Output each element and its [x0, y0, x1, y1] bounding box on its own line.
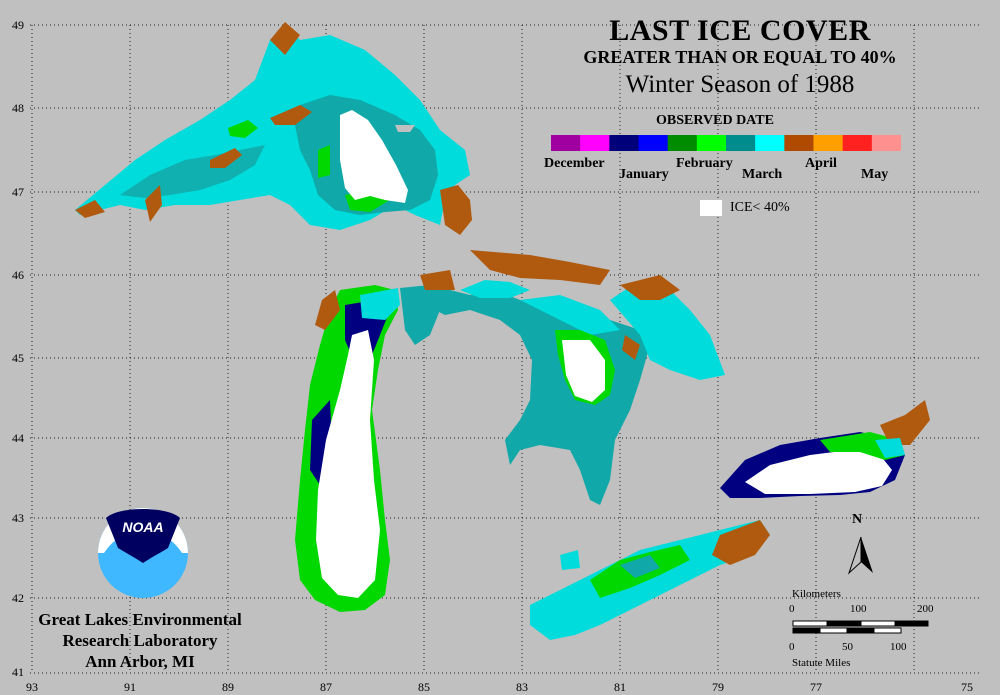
scale-km-label: Kilometers — [792, 588, 841, 600]
lab-location: Ann Arbor, MI — [85, 652, 195, 671]
lat-label-46: 46 — [12, 268, 24, 282]
title-block: LAST ICE COVER GREATER THAN OR EQUAL TO … — [540, 14, 940, 100]
scale-km-tick-0: 0 — [789, 603, 795, 615]
scale-bar — [792, 620, 929, 634]
scale-km-tick-100: 100 — [850, 603, 867, 615]
lat-label-48: 48 — [12, 101, 24, 115]
legend-color-bar — [551, 135, 901, 151]
season-label: Winter Season of 1988 — [625, 71, 855, 98]
lat-label-44: 44 — [12, 431, 24, 445]
noaa-logo — [98, 508, 188, 598]
legend-swatch — [667, 135, 698, 151]
scale-mi-label: Statute Miles — [792, 657, 851, 669]
lon-label-77: 77 — [810, 680, 822, 694]
legend-month-february: February — [676, 156, 733, 171]
ice-lt-40-swatch — [700, 200, 722, 216]
legend-month-january: January — [619, 167, 669, 182]
legend-swatch — [726, 135, 756, 151]
lon-label-91: 91 — [124, 680, 136, 694]
lat-label-42: 42 — [12, 591, 24, 605]
legend-swatch — [551, 135, 581, 151]
lake-ontario — [720, 400, 930, 498]
map-title: LAST ICE COVER — [609, 14, 871, 47]
lake-superior — [75, 22, 472, 235]
lon-label-87: 87 — [320, 680, 332, 694]
lab-credit: Great Lakes Environmental Research Labor… — [10, 609, 270, 672]
lon-label-89: 89 — [222, 680, 234, 694]
lab-name-line1: Great Lakes Environmental — [38, 610, 242, 629]
legend-swatch — [580, 135, 610, 151]
lon-label-79: 79 — [712, 680, 724, 694]
lon-label-75: 75 — [961, 680, 973, 694]
legend-month-december: December — [544, 156, 605, 171]
legend-swatch — [755, 135, 785, 151]
legend-swatch — [842, 135, 873, 151]
legend-swatch — [813, 135, 844, 151]
north-arrow — [847, 536, 873, 575]
legend-title: OBSERVED DATE — [656, 113, 774, 128]
legend-swatch — [638, 135, 669, 151]
lat-label-45: 45 — [12, 351, 24, 365]
scale-mi-tick-50: 50 — [842, 641, 853, 653]
lake-huron — [400, 250, 725, 505]
noaa-logo-text: NOAA — [122, 519, 164, 535]
lake-erie — [530, 520, 770, 640]
lon-label-85: 85 — [418, 680, 430, 694]
lon-label-83: 83 — [516, 680, 528, 694]
lat-label-49: 49 — [12, 18, 24, 32]
lab-name-line2: Research Laboratory — [62, 631, 218, 650]
legend-swatch — [696, 135, 727, 151]
lon-label-93: 93 — [26, 680, 38, 694]
legend-swatch — [609, 135, 639, 151]
legend-month-april: April — [805, 156, 837, 171]
scale-km-tick-200: 200 — [917, 603, 934, 615]
legend-swatch — [784, 135, 814, 151]
legend-month-march: March — [742, 167, 783, 182]
lake-michigan — [295, 285, 400, 612]
scale-mi-tick-100: 100 — [890, 641, 907, 653]
legend-swatch — [871, 135, 901, 151]
map-subtitle: GREATER THAN OR EQUAL TO 40% — [583, 47, 897, 67]
scale-mi-tick-0: 0 — [789, 641, 795, 653]
lon-label-81: 81 — [614, 680, 626, 694]
lat-label-41: 41 — [12, 665, 24, 679]
ice-lt-40-label: ICE< 40% — [730, 200, 790, 215]
north-label: N — [852, 512, 863, 527]
legend-month-may: May — [861, 167, 889, 182]
lat-label-43: 43 — [12, 511, 24, 525]
lat-label-47: 47 — [12, 185, 24, 199]
